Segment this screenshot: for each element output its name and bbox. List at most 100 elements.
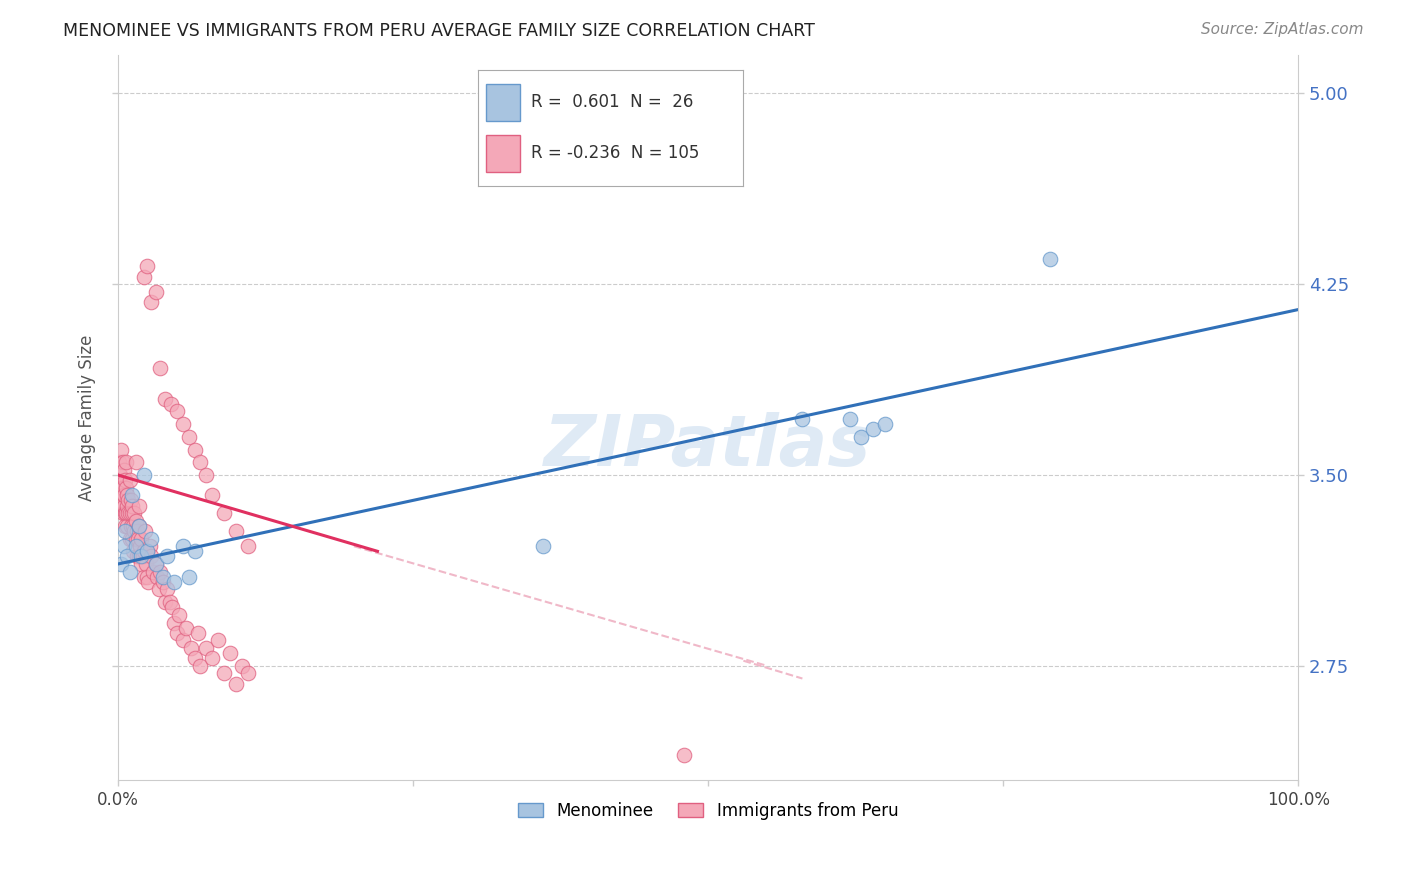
Point (115, 488, 138, 502)
Point (108, 473, 131, 487)
Point (118, 473, 141, 487)
Point (145, 557, 167, 571)
Point (121, 532, 143, 546)
Point (201, 651, 224, 665)
Point (108, 499, 131, 513)
Point (128, 549, 150, 564)
Point (673, 747, 696, 762)
Point (201, 488, 224, 502)
Point (225, 524, 247, 538)
Text: ZIPatlas: ZIPatlas (544, 412, 872, 481)
Point (183, 651, 205, 665)
Point (110, 499, 132, 513)
Point (125, 524, 148, 538)
Point (129, 539, 152, 553)
Point (112, 539, 135, 553)
Point (128, 499, 150, 513)
Point (110, 557, 132, 571)
Point (163, 615, 186, 630)
Point (131, 549, 153, 564)
Point (160, 397, 183, 411)
Point (156, 582, 179, 597)
Point (142, 565, 165, 579)
Point (135, 557, 157, 571)
Point (219, 646, 242, 660)
Text: MENOMINEE VS IMMIGRANTS FROM PERU AVERAGE FAMILY SIZE CORRELATION CHART: MENOMINEE VS IMMIGRANTS FROM PERU AVERAG… (63, 22, 815, 40)
Point (115, 549, 138, 564)
Point (136, 544, 159, 558)
Point (862, 422, 884, 436)
Point (152, 574, 174, 589)
Point (531, 539, 554, 553)
Point (117, 506, 139, 520)
Point (108, 488, 131, 502)
Point (128, 519, 150, 533)
Point (139, 549, 162, 564)
Point (177, 430, 200, 444)
Point (148, 582, 170, 597)
Point (110, 442, 132, 457)
Point (131, 549, 153, 564)
Point (115, 455, 138, 469)
Point (111, 481, 134, 495)
Point (128, 519, 150, 533)
Point (152, 570, 174, 584)
Point (195, 467, 218, 482)
Point (131, 532, 153, 546)
Point (120, 493, 142, 508)
Point (112, 463, 135, 477)
Point (166, 625, 188, 640)
Point (115, 519, 138, 533)
Point (121, 488, 143, 502)
Point (127, 532, 149, 546)
Y-axis label: Average Family Size: Average Family Size (79, 334, 96, 501)
Point (110, 488, 132, 502)
Point (177, 570, 200, 584)
Point (236, 539, 259, 553)
Point (115, 506, 138, 520)
Point (153, 595, 176, 609)
Point (132, 570, 155, 584)
Point (125, 549, 148, 564)
Point (190, 658, 212, 673)
Point (124, 532, 146, 546)
Point (149, 565, 172, 579)
Point (114, 519, 136, 533)
Point (174, 621, 197, 635)
Point (145, 557, 167, 571)
Point (163, 574, 186, 589)
Point (120, 519, 142, 533)
Point (138, 574, 160, 589)
Point (132, 544, 155, 558)
Point (225, 676, 247, 690)
Point (183, 544, 205, 558)
Point (124, 524, 146, 538)
Point (136, 260, 159, 274)
Point (134, 524, 156, 538)
Point (145, 285, 167, 299)
Point (195, 640, 218, 655)
Point (172, 539, 194, 553)
Point (172, 417, 194, 431)
Point (121, 499, 143, 513)
Point (159, 595, 181, 609)
Point (124, 514, 146, 528)
Point (231, 658, 253, 673)
Point (153, 392, 176, 406)
Point (111, 455, 134, 469)
Point (145, 570, 167, 584)
Point (873, 417, 896, 431)
Point (108, 455, 131, 469)
Point (136, 544, 159, 558)
Point (167, 607, 190, 622)
Text: Source: ZipAtlas.com: Source: ZipAtlas.com (1201, 22, 1364, 37)
Point (138, 539, 160, 553)
Point (111, 506, 134, 520)
Point (112, 488, 135, 502)
Point (108, 481, 131, 495)
Point (212, 506, 235, 520)
Point (851, 430, 873, 444)
Point (212, 666, 235, 681)
Point (122, 519, 145, 533)
Point (114, 473, 136, 487)
